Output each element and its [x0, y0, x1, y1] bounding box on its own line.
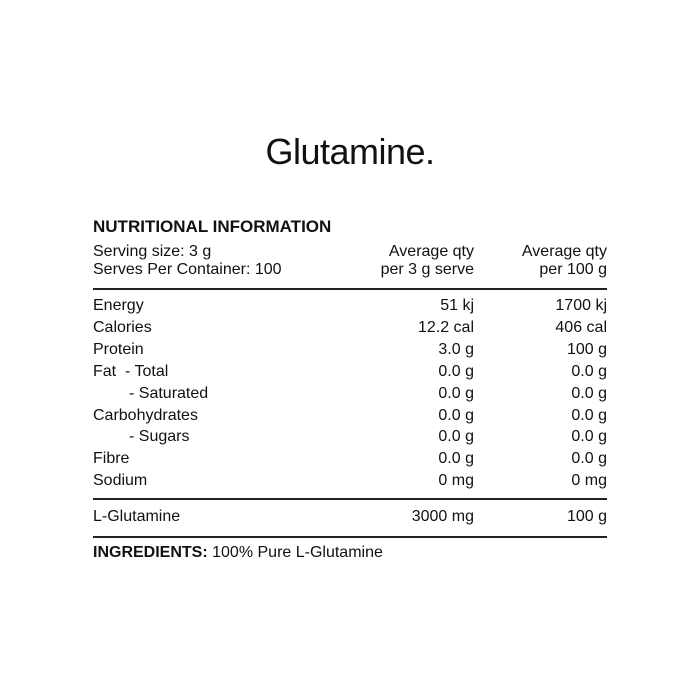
row-value: 100 g: [566, 340, 607, 358]
row-value: 406 cal: [555, 318, 607, 336]
row-label: Fat - Total: [93, 362, 169, 380]
row-value: 12.2 cal: [417, 318, 474, 336]
row-label: Calories: [93, 318, 152, 336]
row-value: 3.0 g: [438, 340, 474, 358]
serving-size: Serving size: 3 g: [93, 243, 212, 260]
panel-heading: NUTRITIONAL INFORMATION: [93, 217, 332, 236]
row-label: Carbohydrates: [93, 406, 198, 424]
divider: [93, 288, 607, 290]
row-label: - Sugars: [129, 428, 190, 446]
row-label: Fibre: [93, 450, 130, 468]
row-value: 0 mg: [571, 472, 607, 490]
divider: [93, 498, 607, 500]
row-value: 0.0 g: [438, 450, 474, 468]
row-label: Energy: [93, 297, 144, 314]
column-header: Average qty: [388, 243, 474, 260]
row-value: 0.0 g: [571, 450, 607, 468]
row-value: 0.0 g: [571, 406, 607, 424]
row-value: 0 mg: [438, 472, 474, 490]
row-value: 51 kj: [440, 297, 474, 314]
row-value: 0.0 g: [438, 362, 474, 380]
row-value: 0.0 g: [438, 406, 474, 424]
column-header: per 3 g serve: [380, 261, 474, 278]
row-label: - Saturated: [129, 384, 209, 402]
row-value: 3000 mg: [411, 508, 474, 525]
row-value: 0.0 g: [438, 428, 474, 446]
serves: Serves Per Container: 100: [93, 261, 282, 278]
row-label: L-Glutamine: [93, 508, 181, 525]
row-label: Sodium: [93, 472, 148, 490]
row-value: 0.0 g: [571, 428, 607, 446]
divider: [93, 536, 607, 538]
row-value: 0.0 g: [571, 362, 607, 380]
ingredients-text: 100% Pure L-Glutamine: [212, 544, 383, 561]
title: Glutamine.: [265, 131, 435, 172]
row-value: 1700 kj: [555, 297, 607, 314]
row-label: Protein: [93, 340, 144, 358]
row-value: 0.0 g: [438, 384, 474, 402]
column-header: Average qty: [521, 243, 607, 260]
ingredients: INGREDIENTS: 100% Pure L-Glutamine: [93, 544, 383, 562]
row-value: 0.0 g: [571, 384, 607, 402]
ingredients-label: INGREDIENTS:: [93, 544, 208, 561]
column-header: per 100 g: [539, 261, 607, 278]
row-value: 100 g: [566, 508, 607, 525]
